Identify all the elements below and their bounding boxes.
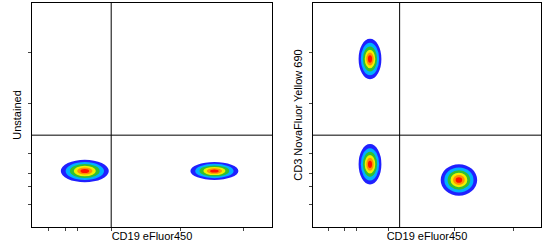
svg-text:CD19 eFluor450: CD19 eFluor450 bbox=[112, 230, 193, 242]
svg-text:CD3 NovaFluor Yellow 690: CD3 NovaFluor Yellow 690 bbox=[292, 49, 304, 180]
svg-text:Unstained: Unstained bbox=[11, 90, 23, 140]
svg-text:CD19 eFluor450: CD19 eFluor450 bbox=[387, 230, 468, 242]
